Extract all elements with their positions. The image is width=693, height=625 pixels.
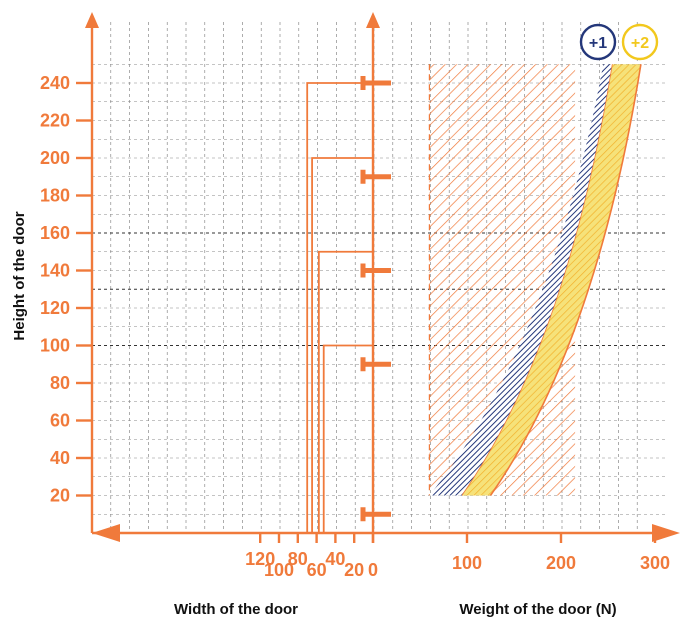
door-outline [311,157,373,533]
y-tick-label: 160 [40,223,70,243]
arrow-right-icon [652,524,680,542]
x-tick-label-width: 0 [368,560,378,580]
y-tick-label: 40 [50,448,70,468]
band-badge-label: +1 [589,35,607,52]
band-badge-label: +2 [631,35,649,52]
band-edge-2 [489,64,642,496]
band-legend: +1 +2 [579,23,659,61]
band-2 [462,64,641,496]
x-tick-label-width: 80 [288,549,308,569]
door-outline [306,82,373,533]
x-tick-label-weight: 100 [452,553,482,573]
y-tick-label: 20 [50,486,70,506]
y-tick-label: 220 [40,111,70,131]
y-tick-label: 100 [40,336,70,356]
hinge-marker [360,507,391,522]
x-axis-title-weight: Weight of the door (N) [459,601,616,618]
x-tick-label-width: 120 [245,549,275,569]
hinge-marker [360,357,391,372]
band-badge [621,23,659,61]
y-tick-label: 200 [40,148,70,168]
x-tick-label-weight: 300 [640,553,670,573]
y-tick-label: 240 [40,73,70,93]
arrow-up-icon [85,12,99,28]
y-tick-label: 80 [50,373,70,393]
y-tick-label: 60 [50,411,70,431]
weight-bands [429,64,642,496]
y-tick-label: 180 [40,186,70,206]
hinge-marker [360,76,391,90]
x-axis-title-width: Width of the door [174,601,298,618]
x-tick-label-width: 20 [344,560,364,580]
band-badge [579,23,617,61]
door-outline [317,250,373,533]
hinge-markers [360,76,391,522]
y-axis-title: Height of the door [11,211,28,340]
x-tick-label-width: 60 [307,560,327,580]
y-tick-label: 140 [40,261,70,281]
y-tick-label: 120 [40,298,70,318]
axes [85,12,680,543]
y-tick-labels: 20 40 60 80 100 120 140 160 180 200 220 240 [40,73,92,506]
arrow-left-icon [92,524,120,542]
door-openings [306,82,373,533]
x-tick-label-width: 100 [264,560,294,580]
arrow-up-icon [366,12,380,28]
x-tick-label-width: 40 [325,549,345,569]
x-tick-label-weight: 200 [546,553,576,573]
hinge-marker [360,169,391,184]
door-outline [322,344,373,533]
hinge-marker [360,263,391,278]
